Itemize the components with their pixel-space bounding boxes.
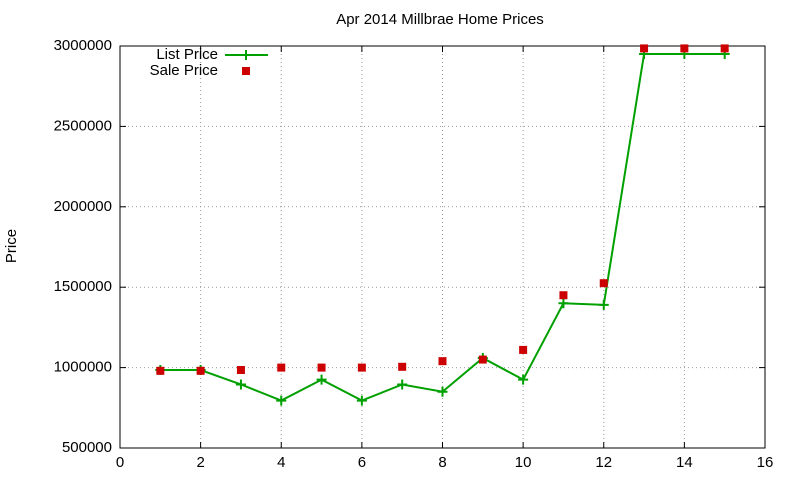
- y-tick-label: 2500000: [54, 117, 112, 134]
- point-marker: [720, 44, 729, 53]
- x-tick-label: 12: [595, 454, 612, 471]
- y-tick-label: 2000000: [54, 198, 112, 215]
- point-marker: [317, 363, 326, 372]
- x-tick-label: 16: [757, 454, 774, 471]
- x-tick-label: 4: [277, 454, 285, 471]
- point-marker: [397, 379, 408, 390]
- point-marker: [558, 298, 569, 309]
- legend-label: Sale Price: [150, 62, 218, 79]
- point-marker: [599, 279, 608, 288]
- plot-border: [119, 45, 766, 449]
- chart-title: Apr 2014 Millbrae Home Prices: [336, 11, 544, 28]
- point-marker: [437, 386, 448, 397]
- point-marker: [559, 291, 568, 300]
- y-tick-label: 500000: [62, 439, 112, 456]
- point-marker: [519, 345, 528, 354]
- x-tick-label: 10: [515, 454, 532, 471]
- point-marker: [478, 355, 487, 364]
- point-marker: [357, 363, 366, 372]
- point-marker: [356, 395, 367, 406]
- point-marker: [680, 44, 689, 53]
- y-tick-label: 1000000: [54, 359, 112, 376]
- legend-marker: [242, 67, 250, 75]
- legend-marker: [241, 50, 251, 60]
- point-marker: [277, 363, 286, 372]
- point-marker: [235, 379, 246, 390]
- point-marker: [640, 44, 649, 53]
- point-marker: [236, 366, 245, 375]
- point-marker: [156, 366, 165, 375]
- point-marker: [398, 362, 407, 371]
- point-marker: [438, 357, 447, 366]
- point-marker: [276, 395, 287, 406]
- y-tick-label: 1500000: [54, 278, 112, 295]
- point-marker: [316, 374, 327, 385]
- x-tick-label: 0: [116, 454, 124, 471]
- x-tick-label: 8: [438, 454, 446, 471]
- point-marker: [598, 299, 609, 310]
- x-tick-label: 2: [196, 454, 204, 471]
- point-marker: [518, 374, 529, 385]
- x-tick-label: 6: [358, 454, 366, 471]
- point-marker: [196, 366, 205, 375]
- legend-label: List Price: [156, 46, 218, 63]
- y-tick-label: 3000000: [54, 37, 112, 54]
- x-tick-label: 14: [676, 454, 693, 471]
- y-axis-label: Price: [3, 229, 20, 263]
